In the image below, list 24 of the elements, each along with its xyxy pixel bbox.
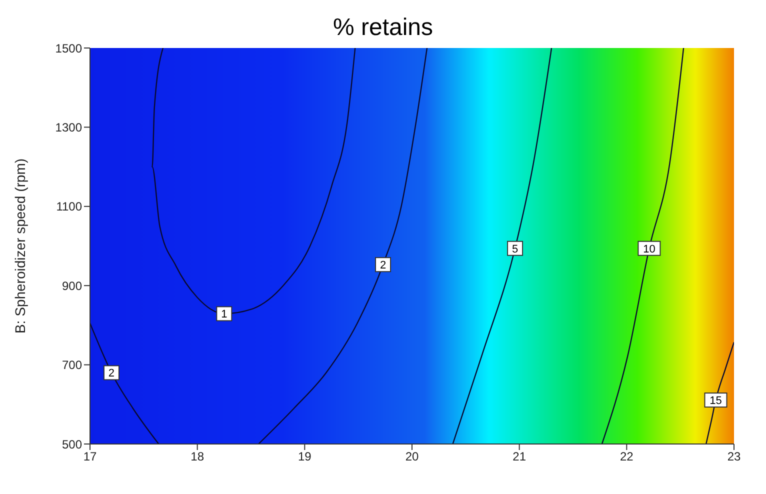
- x-tick-label: 18: [190, 450, 204, 464]
- series-label: 1: [221, 308, 228, 321]
- x-tick-label: 17: [83, 450, 97, 464]
- y-axis-title: B: Spheroidizer speed (rpm): [12, 158, 28, 334]
- y-tick-label: 700: [62, 358, 82, 372]
- chart-title: % retains: [332, 14, 434, 42]
- x-tick-label: 19: [298, 450, 312, 464]
- x-tick-label: 22: [620, 450, 634, 464]
- y-tick-label: 1100: [56, 200, 82, 214]
- series-label: 2: [108, 368, 115, 380]
- y-tick-label: 1300: [55, 120, 82, 134]
- series-label: 5: [512, 243, 518, 256]
- x-tick-label: 20: [405, 450, 419, 464]
- y-tick-label: 900: [62, 278, 82, 293]
- line-series: [258, 48, 428, 444]
- x-tick-label: 23: [727, 450, 741, 464]
- x-tick-label: 21: [512, 450, 526, 464]
- series-label: 2: [380, 260, 386, 272]
- line-series: [704, 342, 734, 444]
- line-series: [452, 48, 552, 444]
- line-series: [601, 48, 684, 444]
- y-tick-label: 1500: [55, 41, 82, 56]
- y-tick-label: 500: [62, 437, 82, 452]
- line-series: [90, 322, 160, 444]
